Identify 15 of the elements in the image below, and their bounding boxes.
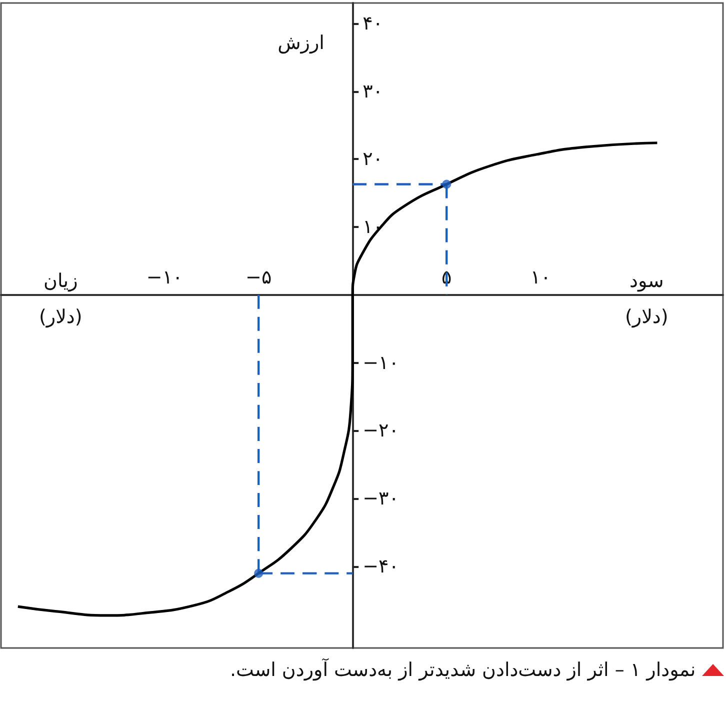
x-axis-title: سود (دلار) bbox=[625, 268, 668, 330]
text: نمودار ۱ – اثر از دست‌دادن شدیدتر از به‌دست آوردن است. bbox=[230, 657, 696, 683]
y-tick-label: ۳۰ bbox=[362, 80, 384, 102]
x-tick-label: ۱۰ bbox=[530, 266, 551, 288]
x-tick-label: −۱۰ bbox=[146, 266, 183, 288]
y-tick-label: ۴۰ bbox=[362, 12, 384, 34]
annotation: زیان (دلار) bbox=[39, 268, 82, 330]
y-tick-label: ۱۰ bbox=[362, 216, 384, 238]
y-axis-title: ارزش bbox=[278, 31, 324, 55]
y-tick-label: −۱۰ bbox=[362, 352, 399, 374]
y-tick-label: −۴۰ bbox=[362, 556, 399, 578]
y-tick-label: −۲۰ bbox=[362, 420, 399, 442]
x-tick-label: −۵ bbox=[246, 266, 272, 288]
y-tick-label: ۲۰ bbox=[362, 148, 384, 170]
y-tick-label: −۳۰ bbox=[362, 488, 399, 510]
